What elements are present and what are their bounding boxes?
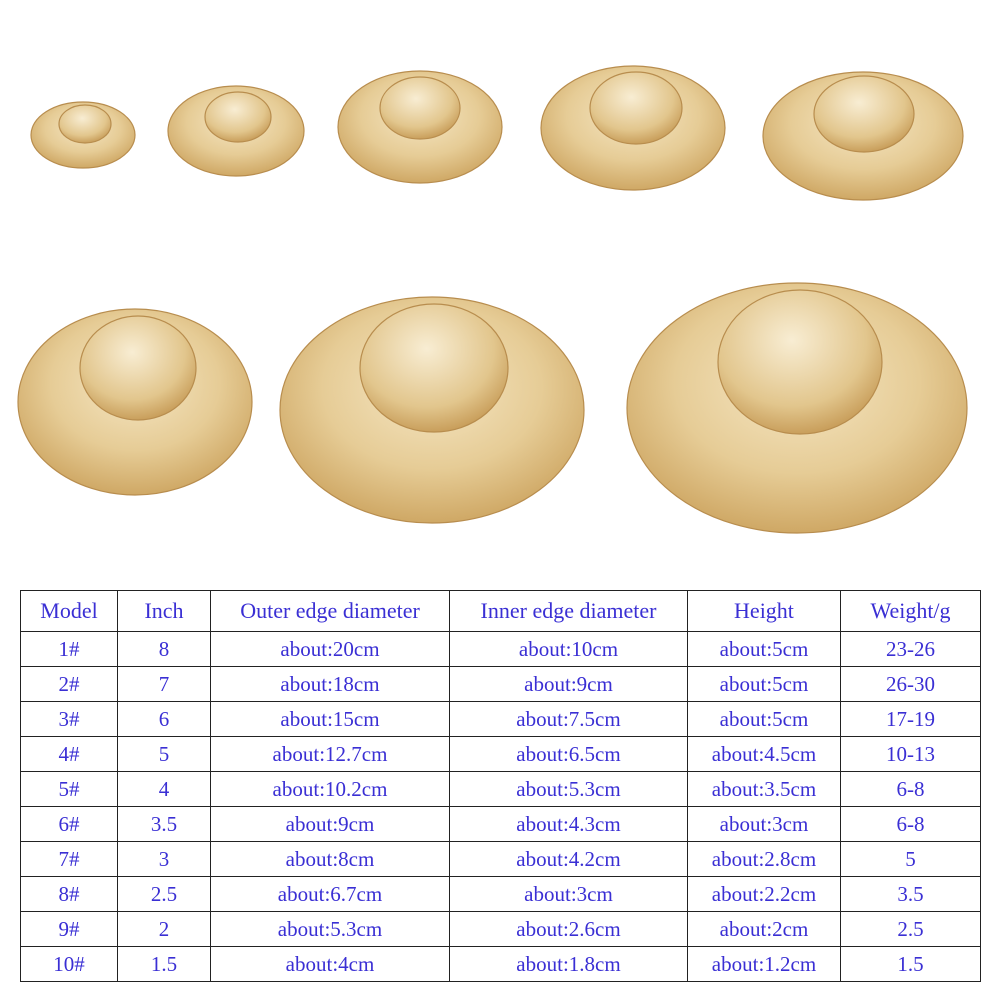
header-cell: Inch	[117, 590, 211, 632]
table-cell: about:7.5cm	[449, 701, 688, 737]
table-row: 1# 8 about:20cm about:10cm about:5cm 23-26	[20, 631, 981, 667]
table-cell: 2.5	[840, 911, 981, 947]
table-cell: about:3cm	[687, 806, 841, 842]
table-cell: 6-8	[840, 806, 981, 842]
table-cell: about:2.6cm	[449, 911, 688, 947]
table-cell: about:4cm	[210, 946, 450, 982]
table-cell: about:20cm	[210, 631, 450, 667]
table-cell: about:12.7cm	[210, 736, 450, 772]
table-cell: 1.5	[117, 946, 211, 982]
table-row: 3# 6 about:15cm about:7.5cm about:5cm 17-19	[20, 701, 981, 737]
hat	[762, 71, 964, 201]
table-cell: 23-26	[840, 631, 981, 667]
table-cell: about:4.3cm	[449, 806, 688, 842]
table-cell: about:10cm	[449, 631, 688, 667]
table-cell: 17-19	[840, 701, 981, 737]
table-cell: 2#	[20, 666, 118, 702]
table-cell: 5	[117, 736, 211, 772]
table-cell: 6	[117, 701, 211, 737]
header-row: Model Inch Outer edge diameter Inner edge d…	[20, 590, 981, 632]
table-body: 1# 8 about:20cm about:10cm about:5cm 23-26 2# 7…	[20, 631, 981, 982]
table-cell: about:5.3cm	[449, 771, 688, 807]
table-cell: 4	[117, 771, 211, 807]
hat	[540, 65, 726, 191]
table-cell: about:1.8cm	[449, 946, 688, 982]
table-cell: 10-13	[840, 736, 981, 772]
table-row: 4# 5 about:12.7cm about:6.5cm about:4.5cm 10-…	[20, 736, 981, 772]
table-row: 5# 4 about:10.2cm about:5.3cm about:3.5cm 6-8	[20, 771, 981, 807]
table-cell: about:5cm	[687, 631, 841, 667]
table-cell: 26-30	[840, 666, 981, 702]
table-cell: 9#	[20, 911, 118, 947]
table-cell: 2	[117, 911, 211, 947]
table-cell: 10#	[20, 946, 118, 982]
table-cell: about:4.5cm	[687, 736, 841, 772]
table-cell: 3.5	[840, 876, 981, 912]
table-cell: 6#	[20, 806, 118, 842]
table-cell: about:5cm	[687, 666, 841, 702]
table-cell: about:6.5cm	[449, 736, 688, 772]
table-cell: 5#	[20, 771, 118, 807]
table-row: 8# 2.5 about:6.7cm about:3cm about:2.2cm 3.5	[20, 876, 981, 912]
table-cell: 7#	[20, 841, 118, 877]
table-row: 7# 3 about:8cm about:4.2cm about:2.8cm 5	[20, 841, 981, 877]
table-cell: 7	[117, 666, 211, 702]
table-cell: about:10.2cm	[210, 771, 450, 807]
table-cell: about:15cm	[210, 701, 450, 737]
hat	[167, 85, 305, 177]
table-row: 10# 1.5 about:4cm about:1.8cm about:1.2cm 1.5	[20, 946, 981, 982]
hats	[17, 65, 968, 534]
table-cell: about:3.5cm	[687, 771, 841, 807]
spec-table: Model Inch Outer edge diameter Inner edge d…	[20, 590, 981, 982]
header-cell: Inner edge diameter	[449, 590, 688, 632]
table-cell: 4#	[20, 736, 118, 772]
table-cell: about:2cm	[687, 911, 841, 947]
table-cell: 3#	[20, 701, 118, 737]
table-cell: about:6.7cm	[210, 876, 450, 912]
header-cell: Weight/g	[840, 590, 981, 632]
table-cell: about:1.2cm	[687, 946, 841, 982]
table-cell: 3	[117, 841, 211, 877]
table-cell: 1.5	[840, 946, 981, 982]
table-cell: about:8cm	[210, 841, 450, 877]
table-cell: about:9cm	[210, 806, 450, 842]
table-row: 6# 3.5 about:9cm about:4.3cm about:3cm 6-8	[20, 806, 981, 842]
hat	[337, 70, 503, 184]
table-cell: about:4.2cm	[449, 841, 688, 877]
table-cell: 1#	[20, 631, 118, 667]
hat	[17, 308, 253, 496]
table-cell: 8#	[20, 876, 118, 912]
hat	[626, 282, 968, 534]
table-row: 9# 2 about:5.3cm about:2.6cm about:2cm 2.5	[20, 911, 981, 947]
header-cell: Model	[20, 590, 118, 632]
table-cell: 5	[840, 841, 981, 877]
hat	[30, 101, 136, 169]
table-cell: 6-8	[840, 771, 981, 807]
header-cell: Outer edge diameter	[210, 590, 450, 632]
table-cell: about:2.2cm	[687, 876, 841, 912]
header-cell: Height	[687, 590, 841, 632]
hat-photos	[17, 65, 968, 534]
table-cell: about:5.3cm	[210, 911, 450, 947]
table-cell: about:18cm	[210, 666, 450, 702]
table-cell: 3.5	[117, 806, 211, 842]
table-cell: about:2.8cm	[687, 841, 841, 877]
table-cell: about:5cm	[687, 701, 841, 737]
table-cell: 2.5	[117, 876, 211, 912]
table-cell: 8	[117, 631, 211, 667]
table-cell: about:9cm	[449, 666, 688, 702]
table-row: 2# 7 about:18cm about:9cm about:5cm 26-30	[20, 666, 981, 702]
hat	[279, 296, 585, 524]
table-cell: about:3cm	[449, 876, 688, 912]
